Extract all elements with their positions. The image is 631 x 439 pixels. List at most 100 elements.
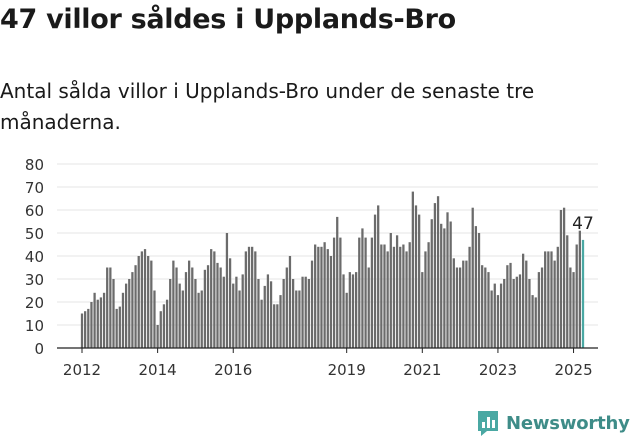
bar [282, 279, 285, 348]
bar [427, 242, 430, 348]
bar [288, 256, 292, 348]
bar [452, 258, 455, 348]
bar [556, 246, 559, 348]
bar [348, 272, 351, 348]
bar [418, 214, 421, 348]
bar [329, 256, 333, 348]
bar [578, 230, 581, 348]
bar [184, 272, 188, 348]
bar [572, 272, 575, 348]
bar [285, 267, 288, 348]
bar [84, 311, 87, 348]
bar [257, 279, 260, 348]
bar [140, 251, 144, 348]
bar [269, 281, 273, 348]
bar [320, 246, 323, 348]
bar [273, 304, 276, 348]
bar [191, 267, 194, 348]
bar [90, 302, 93, 348]
y-tick-label: 20 [25, 294, 44, 312]
bar [147, 256, 150, 348]
bar [266, 274, 270, 348]
bar [575, 244, 578, 348]
bar [194, 279, 197, 348]
bar [484, 267, 487, 348]
highlight-value-label: 47 [572, 214, 594, 234]
bar [503, 279, 506, 348]
bar [310, 260, 314, 348]
newsworthy-brand: Newsworthy [476, 408, 630, 438]
x-tick-label: 2025 [554, 361, 592, 379]
bar [106, 267, 109, 348]
bar [159, 311, 162, 348]
brand-name: Newsworthy [506, 412, 630, 434]
bar [471, 207, 474, 348]
bar [219, 267, 222, 348]
bar [134, 265, 137, 348]
x-tick-label: 2023 [479, 361, 517, 379]
highlighted-bar [581, 239, 585, 348]
bar [102, 292, 106, 348]
bar [562, 207, 566, 348]
bar [490, 290, 493, 348]
bar [433, 203, 437, 348]
bar [314, 244, 317, 348]
bar [124, 283, 128, 348]
bar [550, 251, 553, 348]
bar [222, 276, 225, 348]
bar [225, 233, 229, 348]
bar [263, 285, 266, 348]
bar [465, 260, 468, 348]
bar [175, 267, 178, 348]
bar [109, 267, 112, 348]
bar [408, 242, 411, 348]
bar [181, 290, 184, 348]
bar [430, 219, 433, 348]
bar [279, 295, 282, 348]
bar [446, 212, 449, 348]
x-tick-label: 2019 [328, 361, 366, 379]
bar [351, 274, 355, 348]
x-tick-label: 2014 [139, 361, 177, 379]
bar [203, 269, 207, 348]
bar [386, 251, 389, 348]
bar [402, 244, 405, 348]
bar [332, 237, 336, 348]
bar [156, 325, 159, 348]
bar [93, 292, 96, 348]
y-tick-label: 60 [25, 202, 44, 220]
bar [534, 297, 537, 348]
bar [241, 274, 244, 348]
bar [399, 246, 402, 348]
bar [235, 276, 238, 348]
bar [298, 290, 301, 348]
bar [509, 262, 512, 348]
bar [443, 228, 446, 348]
bar [481, 265, 484, 348]
bar [251, 246, 254, 348]
chart-subtitle: Antal sålda villor i Upplands-Bro under … [0, 79, 535, 134]
bar [213, 251, 216, 348]
bar [354, 272, 358, 348]
bar [345, 292, 348, 348]
bar [295, 290, 298, 348]
bar [99, 297, 103, 348]
bar [392, 246, 396, 348]
bar [373, 214, 377, 348]
chart-title: 47 villor såldes i Upplands-Bro [0, 4, 456, 35]
bar [118, 306, 121, 348]
bar [528, 279, 531, 348]
bar [172, 260, 175, 348]
bar [499, 283, 503, 348]
y-tick-label: 0 [34, 340, 44, 358]
bar [547, 251, 550, 348]
bar [525, 260, 528, 348]
bar [137, 256, 140, 348]
bar [342, 274, 345, 348]
bar [121, 292, 125, 348]
bar [544, 251, 547, 348]
bar [370, 237, 374, 348]
bar [474, 226, 478, 348]
y-tick-label: 80 [25, 156, 44, 174]
bar [143, 249, 147, 348]
